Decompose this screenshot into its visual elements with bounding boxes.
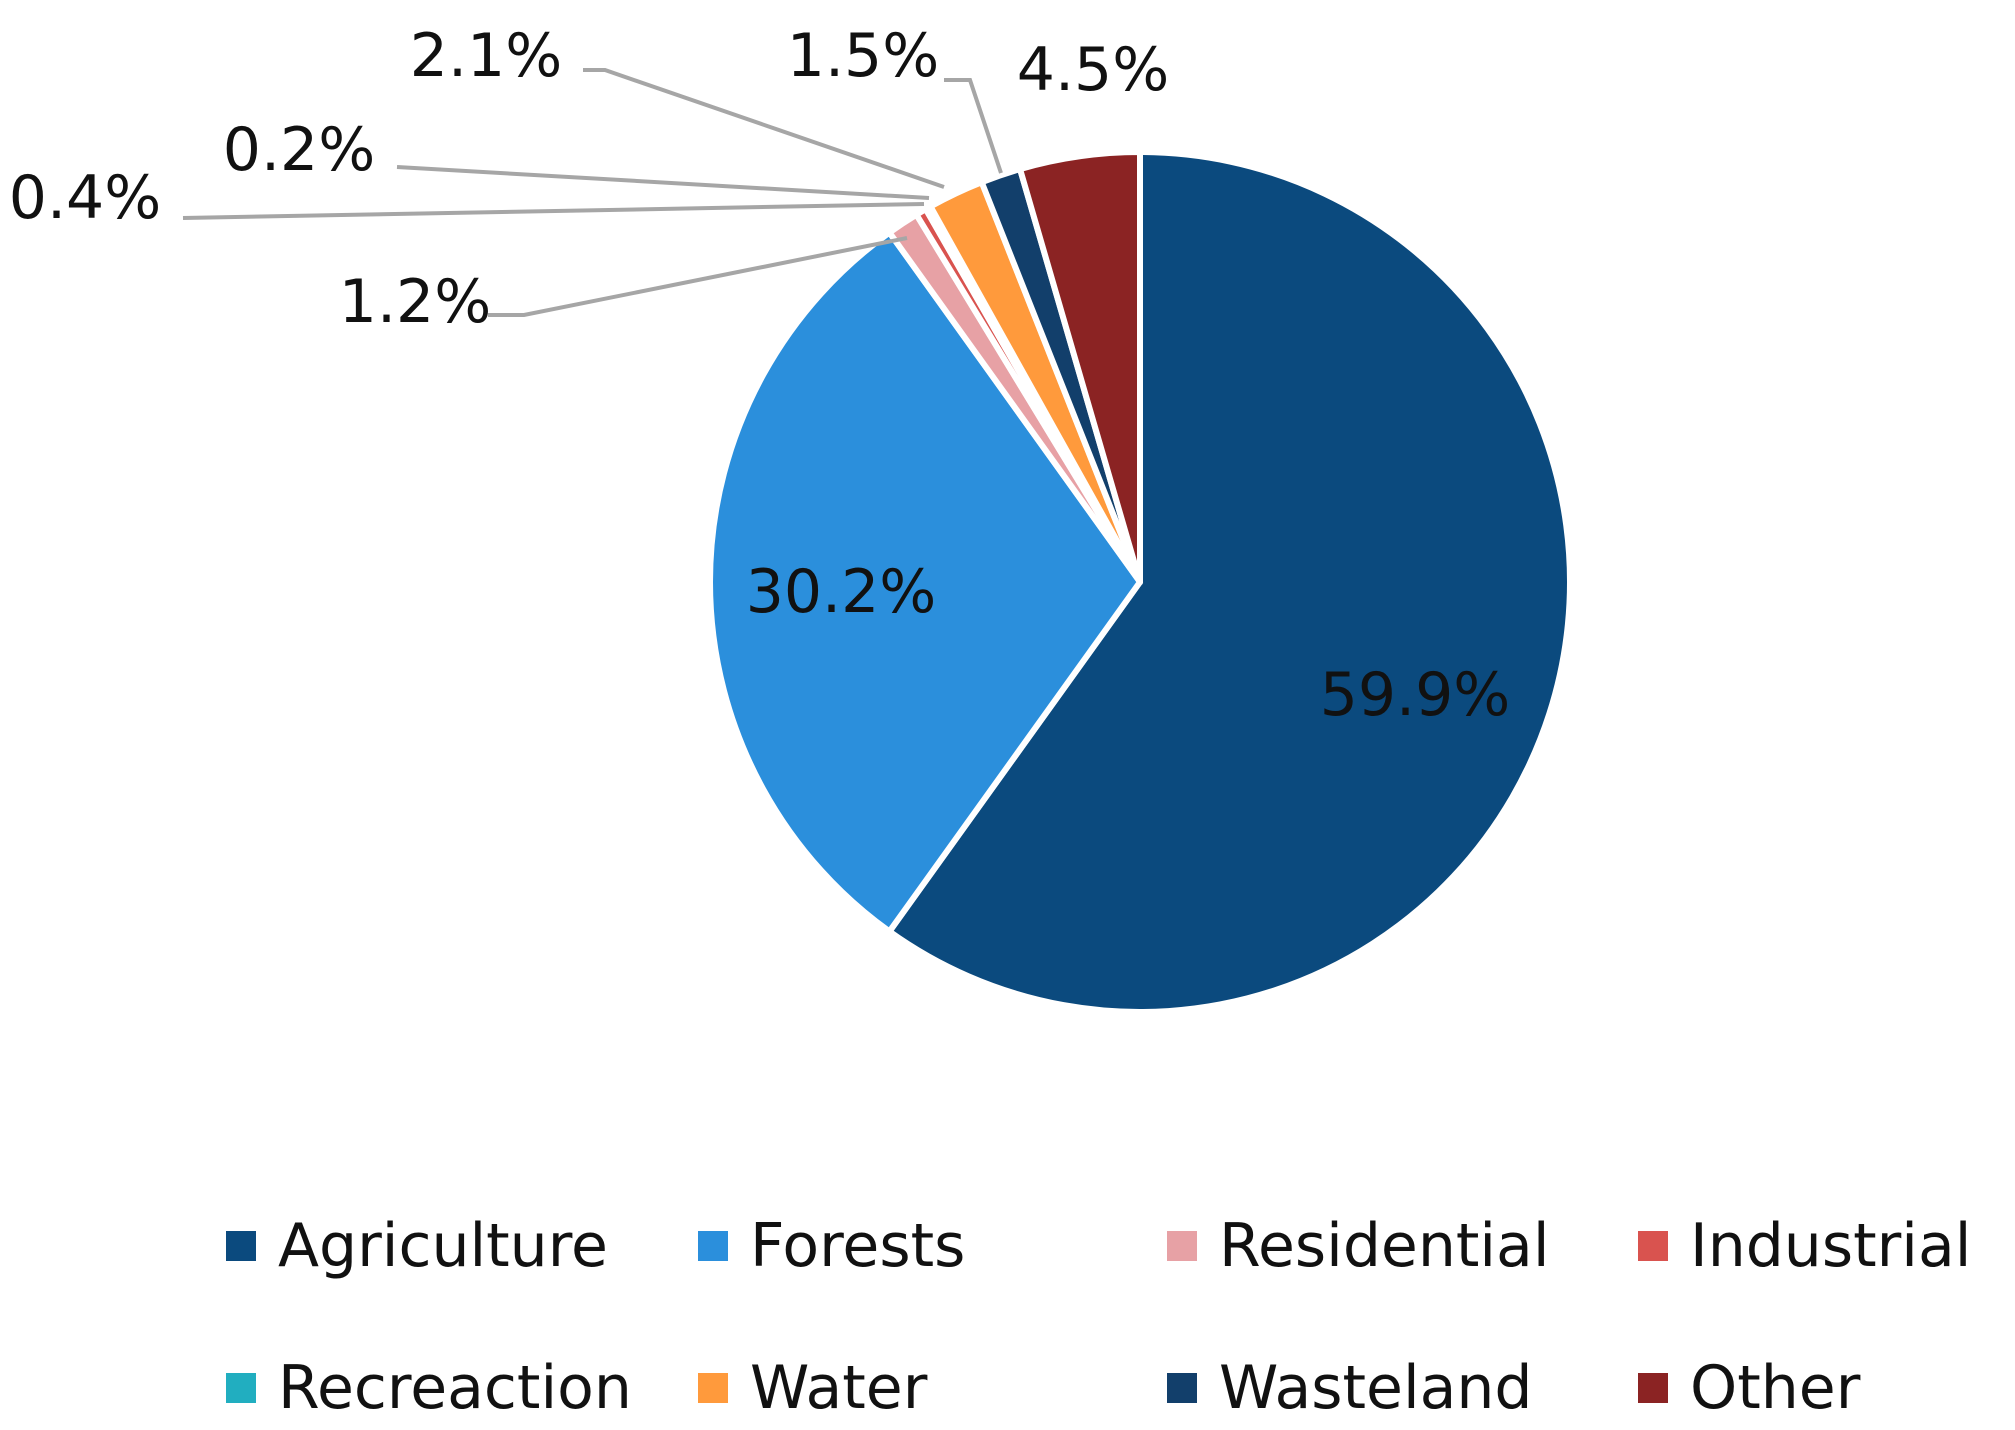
data-label-residential: 1.2% bbox=[339, 267, 491, 337]
data-label-wasteland: 1.5% bbox=[787, 21, 939, 91]
data-label-industrial: 0.4% bbox=[9, 163, 161, 233]
data-label-recreaction: 0.2% bbox=[223, 115, 375, 185]
data-label-water: 2.1% bbox=[410, 21, 562, 91]
leader-line-industrial bbox=[182, 202, 925, 220]
leader-lines bbox=[182, 68, 1003, 317]
leader-line-residential bbox=[488, 236, 908, 317]
leader-line-recreaction bbox=[396, 165, 930, 200]
data-label-other: 4.5% bbox=[1017, 35, 1169, 105]
data-label-forests: 30.2% bbox=[746, 557, 937, 627]
pie-slices bbox=[707, 149, 1573, 1015]
leader-line-water bbox=[583, 68, 945, 189]
pie-slice-agriculture bbox=[886, 149, 1573, 1015]
data-labels: 59.9% 30.2% 1.2% 0.4% 0.2% 2.1% 1.5% 4.5% bbox=[9, 21, 1511, 730]
pie-slice-other bbox=[1017, 149, 1143, 585]
data-label-agriculture: 59.9% bbox=[1320, 660, 1511, 730]
leader-line-wasteland bbox=[944, 78, 1003, 174]
pie-slice-forests bbox=[707, 229, 1143, 935]
